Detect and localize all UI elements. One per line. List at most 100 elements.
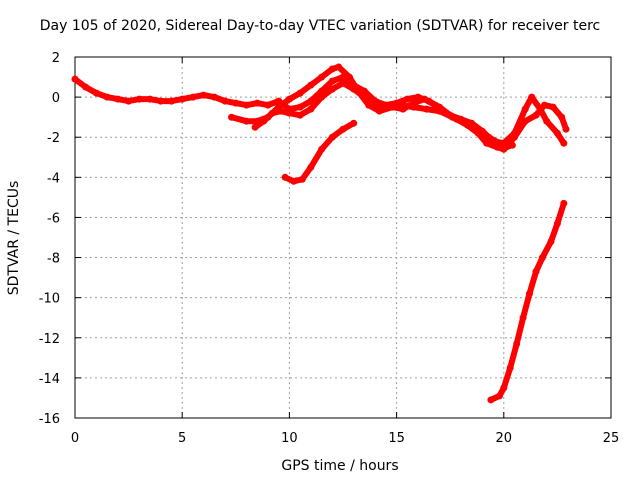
data-series: [71, 63, 570, 404]
data-point: [350, 119, 358, 127]
y-tick-label: -12: [39, 332, 60, 347]
data-point: [547, 238, 555, 245]
x-tick-label: 10: [281, 431, 298, 446]
data-point: [318, 145, 326, 153]
data-point: [228, 113, 235, 121]
x-tick-label: 25: [603, 431, 620, 446]
data-point: [543, 117, 551, 125]
data-point: [553, 129, 561, 137]
data-point: [318, 73, 326, 81]
data-point: [519, 314, 527, 322]
x-tick-label: 15: [388, 431, 405, 446]
data-point: [157, 97, 165, 105]
y-tick-label: 0: [52, 91, 60, 106]
data-point: [243, 117, 250, 125]
data-point: [168, 97, 175, 105]
data-point: [243, 101, 250, 109]
data-point: [384, 103, 392, 111]
data-point: [296, 111, 304, 119]
data-point: [281, 173, 289, 181]
series-trace: [487, 200, 567, 403]
data-point: [521, 105, 529, 113]
series-trace: [252, 80, 516, 151]
data-point: [526, 290, 533, 298]
series-track-a: [71, 73, 568, 147]
data-point: [508, 141, 516, 149]
data-point: [562, 125, 570, 133]
data-point: [290, 177, 298, 185]
data-point: [360, 93, 368, 101]
series-trace: [72, 74, 567, 147]
data-point: [560, 199, 568, 207]
data-point: [485, 133, 493, 141]
series-track-e: [487, 199, 568, 404]
data-point: [307, 105, 315, 113]
data-point: [461, 119, 469, 127]
x-tick-label: 20: [496, 431, 513, 446]
data-point: [221, 97, 229, 105]
y-tick-labels: 2 0 -2 -4 -6 -8 -10 -12 -14 -16: [39, 51, 60, 427]
grid: [75, 57, 611, 418]
data-point: [146, 95, 154, 103]
data-point: [448, 113, 456, 121]
data-point: [328, 85, 336, 93]
data-point: [511, 133, 518, 141]
data-point: [135, 95, 143, 103]
data-point: [541, 101, 548, 109]
data-point: [345, 73, 353, 81]
data-point: [350, 85, 358, 93]
data-point: [264, 101, 272, 109]
data-point: [549, 103, 557, 111]
data-point: [560, 139, 568, 147]
data-point: [483, 139, 491, 147]
y-tick-label: -4: [47, 171, 60, 186]
data-point: [436, 107, 443, 115]
data-point: [410, 103, 418, 111]
data-point: [474, 125, 482, 133]
data-point: [210, 93, 218, 101]
data-point: [189, 93, 197, 101]
data-point: [92, 89, 100, 97]
data-point: [285, 95, 293, 103]
data-point: [296, 103, 304, 111]
data-point: [502, 143, 510, 151]
data-point: [403, 95, 411, 103]
data-point: [339, 79, 347, 87]
data-point: [513, 340, 521, 348]
data-point: [82, 83, 90, 91]
data-point: [487, 396, 495, 404]
x-axis-title: GPS time / hours: [281, 458, 398, 474]
series-track-d: [281, 119, 358, 185]
data-point: [232, 99, 240, 107]
data-point: [371, 99, 379, 107]
data-point: [114, 95, 122, 103]
data-point: [103, 93, 111, 101]
chart-title: Day 105 of 2020, Sidereal Day-to-day VTE…: [40, 18, 600, 34]
data-point: [253, 99, 261, 107]
data-point: [268, 109, 276, 117]
data-point: [496, 392, 503, 400]
x-tick-labels: 0 5 10 15 20 25: [71, 431, 619, 446]
y-tick-label: -6: [47, 211, 60, 226]
data-point: [538, 254, 546, 262]
y-tick-label: -8: [47, 252, 60, 267]
data-point: [532, 111, 540, 119]
y-tick-label: -2: [47, 131, 60, 146]
data-point: [431, 101, 439, 109]
data-point: [558, 113, 566, 121]
data-point: [328, 133, 336, 141]
data-point: [200, 91, 208, 99]
x-tick-label: 5: [178, 431, 186, 446]
data-point: [125, 97, 133, 105]
data-point: [71, 75, 79, 83]
y-axis-title: SDTVAR / TECUs: [6, 181, 22, 296]
data-point: [335, 63, 343, 71]
series-track-c: [251, 79, 516, 151]
data-point: [339, 125, 347, 133]
y-tick-label: -14: [39, 372, 60, 387]
plot-frame: [74, 56, 612, 419]
y-tick-label: 2: [52, 51, 60, 66]
data-point: [296, 89, 304, 97]
data-point: [277, 107, 285, 115]
data-point: [251, 123, 259, 131]
